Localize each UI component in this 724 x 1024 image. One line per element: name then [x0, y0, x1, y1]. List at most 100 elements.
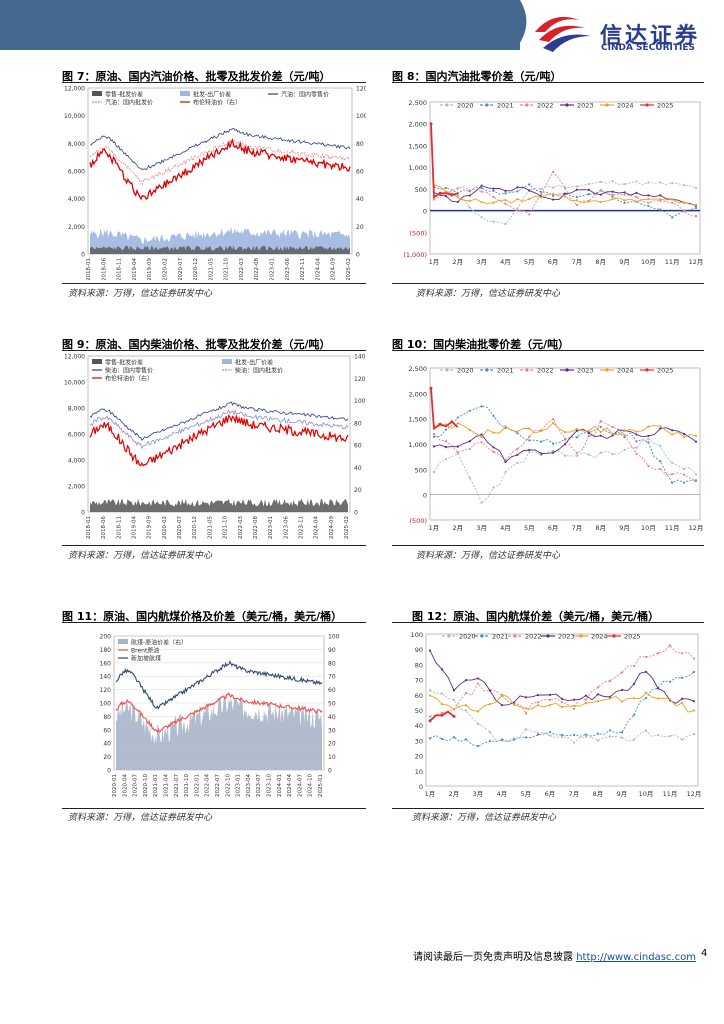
fig12-legend-label: 2020: [459, 633, 476, 641]
fig12-legend-marker: [447, 634, 451, 638]
fig12-series-point-2021: [692, 670, 696, 674]
fig12-series-point-2020: [464, 709, 468, 712]
fig8-series-point-2023: [444, 194, 448, 198]
fig12-series-point-2023: [560, 697, 564, 701]
fig8-series-point-2020: [659, 181, 662, 184]
fig7-y-left-tick: 4,000: [68, 196, 85, 203]
fig9-y-left-tick: 2,000: [68, 484, 85, 491]
fig8-series-point-2024: [659, 198, 662, 201]
fig10-series-point-2024: [456, 422, 459, 425]
fig9-y-left-tick: 0: [81, 510, 85, 517]
fig10-series-point-2021: [671, 481, 674, 484]
fig8-rule-bottom: [392, 283, 704, 284]
fig11-legend-label: Brent原油: [131, 647, 159, 655]
fig10-series-point-2023: [528, 448, 531, 452]
fig8-y-tick-label: (1,000): [403, 251, 427, 259]
fig8-series-point-2020: [671, 181, 674, 185]
fig10-y-tick-label: (500): [410, 517, 427, 525]
fig12-series-point-2024: [524, 707, 528, 710]
fig8-series-point-2023: [623, 191, 626, 194]
fig10-series-point-2023: [540, 452, 543, 455]
footer-link[interactable]: http://www.cindasc.com: [576, 952, 696, 963]
fig8-series-point-2023: [551, 198, 555, 201]
fig10-legend-marker: [565, 368, 569, 372]
fig7-title: 图 7：原油、国内汽油价格、批零及批发价差（元/吨）: [62, 70, 331, 83]
fig8-series-point-2020: [575, 185, 579, 188]
fig12-series-point-2021: [524, 736, 528, 739]
fig10-series-point-2021: [575, 436, 579, 439]
fig11-y-left-tick: 100: [100, 701, 112, 708]
fig12-series-point-2021: [476, 745, 480, 748]
fig12-x-tick-label: 6月: [545, 790, 556, 798]
fig9-rule-top: [62, 350, 366, 351]
fig10-series-point-2022: [659, 467, 662, 471]
fig12-series-point-2021: [680, 676, 684, 679]
fig7-y-right-tick: 40: [356, 196, 364, 203]
fig9-x-tick-label: 2019-04: [132, 516, 138, 539]
fig8-series-point-2024: [623, 199, 626, 202]
fig8-legend-label: 2023: [577, 102, 594, 110]
fig9-legend-swatch: [222, 359, 232, 364]
cinda-logo-icon: [535, 16, 591, 52]
fig12-series-point-2024: [488, 702, 492, 706]
fig11-x-tick-label: 2022-04: [205, 774, 211, 797]
fig10-legend-label: 2023: [577, 367, 594, 375]
fig12-series-point-2024: [608, 697, 612, 700]
fig12-series-point-2022: [608, 679, 612, 683]
fig9-x-tick-label: 2018-01: [86, 516, 92, 539]
fig8-y-tick-label: 500: [415, 186, 427, 194]
fig12-series-point-2022: [644, 655, 648, 659]
fig10-series-point-2023: [599, 434, 602, 437]
fig8-y-tick-label: (500): [410, 229, 427, 237]
fig12-series-point-2023: [512, 701, 516, 704]
fig10-series-point-2021: [492, 414, 495, 417]
fig8-series-point-2022: [540, 193, 543, 196]
fig7-y-right-tick: 100: [356, 113, 366, 120]
fig10-series-point-2022: [468, 447, 471, 450]
fig12-series-point-2021: [512, 738, 516, 741]
fig12-y-tick-label: 20: [415, 753, 423, 761]
fig8-series-point-2021: [551, 194, 555, 197]
header-swoosh: [505, 0, 527, 50]
fig7-x-tick-label: 2018-06: [101, 258, 107, 280]
fig9-title: 图 9：原油、国内柴油价格、批零及批发价差（元/吨）: [62, 338, 331, 351]
fig10-series-point-2020: [599, 451, 602, 454]
fig10-series-point-2021: [432, 435, 436, 438]
fig12-legend-label: 2024: [591, 633, 608, 641]
fig12-series-point-2020: [452, 698, 456, 701]
fig12-series-point-2020: [692, 733, 696, 736]
fig12-series-point-2024: [440, 702, 444, 706]
fig11-y-left-tick: 160: [100, 660, 112, 667]
fig12-series-point-2022: [572, 707, 576, 711]
fig8-series-point-2020: [456, 194, 459, 197]
fig8-series-point-2022: [551, 170, 555, 173]
fig10-x-tick-label: 6月: [548, 524, 559, 532]
fig10-legend-label: 2025: [657, 367, 674, 375]
fig10-series-point-2023: [504, 460, 507, 464]
fig12-series-point-2023: [488, 689, 492, 692]
fig8-series-point-2023: [528, 189, 531, 192]
fig10-x-tick-label: 12月: [689, 524, 704, 532]
fig10-series-point-2023: [480, 433, 483, 436]
fig9-y-right-tick: 60: [354, 443, 362, 450]
fig7-y-left-tick: 2,000: [68, 224, 85, 231]
fig12-series-point-2022: [548, 698, 552, 701]
fig8-series-point-2022: [647, 201, 650, 204]
fig12-series-point-2024: [464, 704, 468, 707]
fig9-legend-swatch: [92, 359, 102, 364]
fig8-chart: 2,500 2,000 1,500 1,000 500 0 (500) (1,000) 1月 2月…: [392, 84, 704, 280]
fig8-series-point-2021: [516, 190, 519, 193]
fig8-series-point-2023: [456, 200, 459, 204]
fig10-series-point-2023: [587, 431, 590, 434]
fig10-series-point-2022: [671, 473, 674, 476]
fig10-series-point-2020: [504, 470, 507, 474]
fig10-series-point-2024: [659, 425, 662, 428]
fig10-series-point-2025: [429, 386, 433, 390]
fig8-series-point-2020: [540, 187, 543, 191]
fig10-series-point-2020: [647, 437, 650, 441]
fig10-legend-label: 2021: [497, 367, 514, 375]
fig10-y-tick-label: 1,500: [408, 416, 427, 424]
fig10-series-point-2023: [432, 445, 436, 448]
fig11-y-left-tick: 40: [103, 741, 111, 748]
fig12-series-point-2022: [464, 691, 468, 695]
